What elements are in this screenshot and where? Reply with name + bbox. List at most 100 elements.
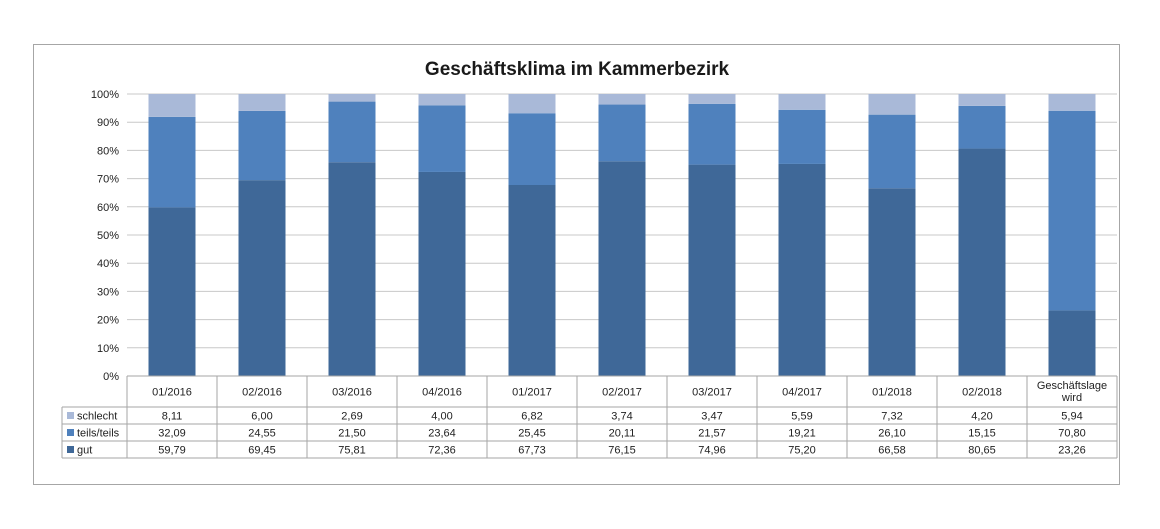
data-label: 2,69 [341,411,362,423]
x-tick-label: 04/2016 [422,387,462,399]
bar-segment [508,113,556,186]
y-tick-label: 0% [103,371,119,383]
data-label: 80,65 [968,445,996,457]
data-label: 67,73 [518,445,546,457]
data-label: 59,79 [158,445,186,457]
data-label: 4,20 [971,411,992,423]
chart-frame: Geschäftsklima im Kammerbezirk 0% 10% 20% 3… [33,44,1120,485]
data-label: 3,47 [701,411,722,423]
bar-segment [148,94,196,117]
y-tick-label: 20% [97,315,119,327]
bar-segment [508,185,556,376]
bar-segment [148,207,196,376]
x-tick-label: 04/2017 [782,387,822,399]
stacked-bar-chart: Geschäftsklima im Kammerbezirk 0% 10% 20% 3… [61,59,1118,459]
y-tick-label: 60% [97,202,119,214]
x-tick-label: 02/2017 [602,387,642,399]
bar-segment [328,162,376,376]
data-label: 20,11 [609,428,636,440]
data-label: 19,21 [788,428,816,440]
bar-segment [1048,110,1096,311]
bar-segment [238,94,286,111]
bar-segment [958,105,1006,149]
data-label: 32,09 [158,428,186,440]
data-label: 5,59 [791,411,812,423]
bar-segment [418,94,466,106]
data-label: 75,81 [338,445,366,457]
chart-title: Geschäftsklima im Kammerbezirk [425,59,730,80]
x-tick-label: 01/2017 [512,387,552,399]
data-label: 3,74 [611,411,632,423]
y-tick-label: 90% [97,117,119,129]
bar-segment [418,105,466,172]
data-label: 21,57 [698,428,726,440]
x-tick-label: 02/2018 [962,387,1002,399]
legend-key [67,446,74,453]
y-tick-label: 80% [97,145,119,157]
bar-segment [328,101,376,163]
bar-segment [688,94,736,104]
bar-segment [778,109,826,164]
bar-segment [868,114,916,189]
y-tick-label: 40% [97,258,119,270]
bar-segment [1048,94,1096,111]
bar-segment [418,171,466,376]
data-label: 76,15 [608,445,636,457]
data-table: 01/2016 02/2016 03/2016 04/2016 01/2017 02/20… [61,375,1118,459]
y-tick-label: 100% [91,89,119,101]
y-axis: 0% 10% 20% 30% 40% 50% 60% 70% 80% 90% 100% [91,89,119,383]
data-label: 70,80 [1058,428,1086,440]
bar-segment [778,94,826,110]
bar-segment [238,180,286,376]
x-tick-label: 01/2016 [152,387,192,399]
bar-segment [688,164,736,376]
bar-segment [508,94,556,114]
x-tick-label: 03/2016 [332,387,372,399]
bar-segment [958,148,1006,376]
data-label: 74,96 [698,445,726,457]
x-tick-label: 02/2016 [242,387,282,399]
bar-segment [688,103,736,165]
bar-segment [868,188,916,376]
data-label: 5,94 [1061,411,1082,423]
y-tick-label: 30% [97,286,119,298]
legend-label: schlecht [77,411,117,423]
data-label: 15,15 [968,428,996,440]
data-label: 21,50 [338,428,366,440]
data-label: 7,32 [881,411,902,423]
bar-segment [148,116,196,208]
bar-segment [958,94,1006,106]
data-label: 66,58 [878,445,906,457]
data-label: 72,36 [428,445,456,457]
x-tick-label: 03/2017 [692,387,732,399]
bar-segment [238,110,286,181]
data-label: 24,55 [248,428,276,440]
y-tick-label: 10% [97,343,119,355]
legend-label: teils/teils [77,428,120,440]
y-tick-label: 50% [97,230,119,242]
bars [148,94,1096,376]
legend-key [67,412,74,419]
x-tick-label: Geschäftslage wird [1037,380,1107,404]
legend-label: gut [77,445,92,457]
data-label: 25,45 [518,428,546,440]
bar-segment [868,94,916,115]
data-label: 23,26 [1058,445,1086,457]
bar-segment [328,94,376,102]
bar-segment [598,104,646,162]
data-label: 8,11 [162,411,183,423]
legend-key [67,429,74,436]
data-label: 26,10 [878,428,906,440]
data-label: 6,00 [251,411,272,423]
bar-segment [598,94,646,105]
data-label: 69,45 [248,445,276,457]
data-label: 75,20 [788,445,816,457]
x-tick-label: 01/2018 [872,387,912,399]
data-label: 23,64 [428,428,456,440]
bar-segment [598,161,646,376]
y-tick-label: 70% [97,174,119,186]
bar-segment [1048,310,1096,376]
bar-segment [778,163,826,376]
data-label: 6,82 [521,411,542,423]
data-label: 4,00 [431,411,452,423]
